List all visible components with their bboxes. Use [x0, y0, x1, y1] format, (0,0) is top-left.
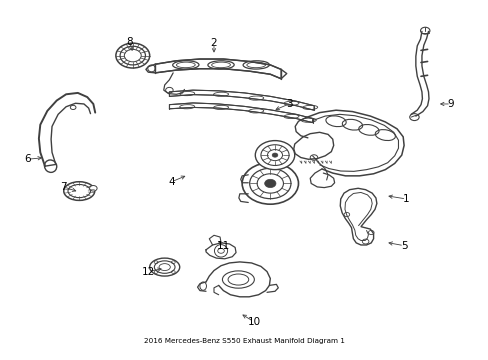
Circle shape [272, 153, 277, 157]
Text: 8: 8 [126, 37, 133, 47]
Text: 11: 11 [216, 241, 229, 251]
Circle shape [264, 179, 275, 188]
Circle shape [89, 185, 97, 191]
Circle shape [255, 141, 294, 170]
Circle shape [242, 163, 298, 204]
Text: 10: 10 [247, 317, 260, 327]
Text: 12: 12 [142, 267, 155, 276]
Text: 3: 3 [285, 99, 292, 109]
Text: 9: 9 [447, 99, 453, 109]
Polygon shape [169, 90, 313, 110]
Text: 7: 7 [61, 182, 67, 192]
Polygon shape [293, 132, 333, 159]
Polygon shape [155, 59, 281, 79]
Text: 5: 5 [400, 241, 407, 251]
Text: 2016 Mercedes-Benz S550 Exhaust Manifold Diagram 1: 2016 Mercedes-Benz S550 Exhaust Manifold… [144, 338, 344, 344]
Polygon shape [340, 188, 376, 245]
Text: 6: 6 [24, 154, 31, 164]
Text: 4: 4 [168, 177, 175, 187]
Text: 2: 2 [210, 39, 217, 49]
Polygon shape [169, 103, 312, 123]
Text: 1: 1 [402, 194, 409, 204]
